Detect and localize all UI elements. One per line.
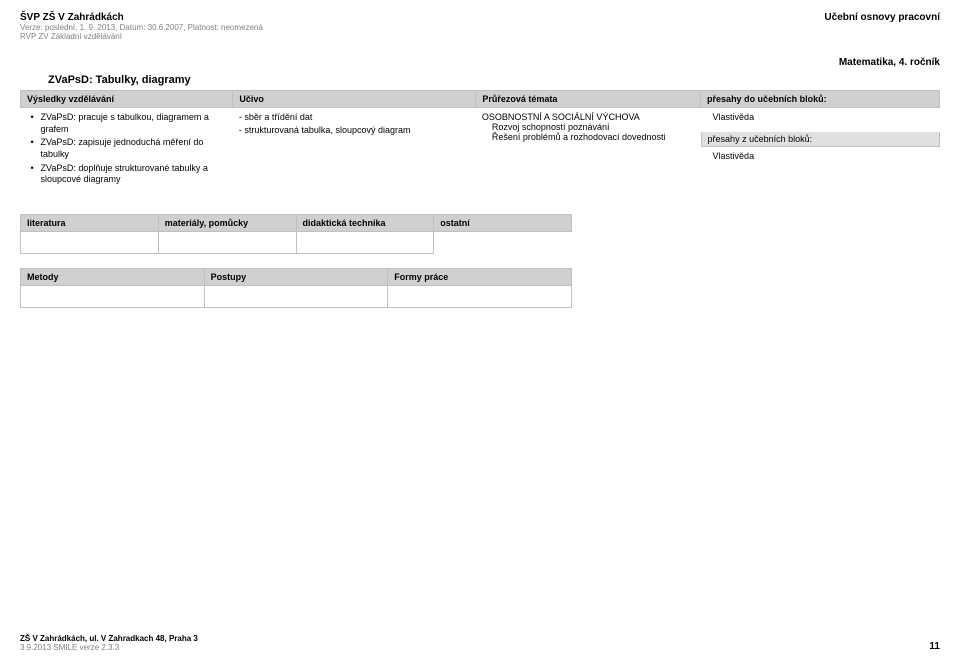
doc-title: ŠVP ZŠ V Zahrádkách — [20, 12, 263, 23]
right-col-stack: Vlastivěda přesahy z učebních bloků: Vla… — [701, 108, 940, 171]
ucivo-list: - sběr a třídění dat - strukturovaná tab… — [239, 112, 470, 136]
outcomes-cell: ZVaPsD: pracuje s tabulkou, diagramem a … — [21, 108, 233, 193]
res-cell — [21, 232, 159, 254]
cross-l2: Rozvoj schopností poznávání — [482, 122, 695, 132]
doc-version: Verze: poslední, 1. 9. 2013, Datum: 30.6… — [20, 23, 263, 32]
page-header: ŠVP ZŠ V Zahrádkách Verze: poslední, 1. … — [20, 12, 940, 41]
res-cell — [158, 232, 296, 254]
page-number: 11 — [929, 641, 940, 652]
footer-address: ZŠ V Zahrádkách, ul. V Zahradkach 48, Pr… — [20, 634, 940, 643]
meth-cell — [388, 286, 572, 308]
col-header-ucivo: Učivo — [233, 91, 476, 108]
page-footer: ZŠ V Zahrádkách, ul. V Zahradkach 48, Pr… — [20, 634, 940, 652]
header-left: ŠVP ZŠ V Zahrádkách Verze: poslední, 1. … — [20, 12, 263, 41]
ucivo-cell: - sběr a třídění dat - strukturovaná tab… — [233, 108, 476, 193]
list-item: ZVaPsD: zapisuje jednoduchá měření do ta… — [31, 137, 227, 160]
meth-h3: Formy práce — [388, 269, 572, 286]
res-cell — [434, 232, 572, 254]
col-header-outcomes: Výsledky vzdělávání — [21, 91, 233, 108]
right-body2: Vlastivěda — [701, 147, 940, 171]
cross-cell: OSOBNOSTNÍ A SOCIÁLNÍ VÝCHOVA Rozvoj sch… — [476, 108, 701, 193]
right-col-cell: Vlastivěda přesahy z učebních bloků: Vla… — [701, 108, 940, 193]
res-h1: literatura — [21, 215, 159, 232]
main-table: Výsledky vzdělávání Učivo Průřezová téma… — [20, 90, 940, 192]
list-item: - sběr a třídění dat — [239, 112, 470, 124]
cross-l1: OSOBNOSTNÍ A SOCIÁLNÍ VÝCHOVA — [482, 112, 695, 122]
right-head2: přesahy z učebních bloků: — [701, 132, 940, 147]
col-header-right: přesahy do učebních bloků: — [701, 91, 940, 108]
list-item: - strukturovaná tabulka, sloupcový diagr… — [239, 125, 470, 137]
subject-line: Matematika, 4. ročník — [20, 57, 940, 68]
table-row — [21, 232, 572, 254]
col-header-cross: Průřezová témata — [476, 91, 701, 108]
res-h3: didaktická technika — [296, 215, 434, 232]
right-body1: Vlastivěda — [701, 108, 940, 132]
list-item: ZVaPsD: pracuje s tabulkou, diagramem a … — [31, 112, 227, 135]
doc-rvp: RVP ZV Základní vzdělávání — [20, 32, 263, 41]
methods-table: Metody Postupy Formy práce — [20, 268, 572, 308]
res-h2: materiály, pomůcky — [158, 215, 296, 232]
res-cell — [296, 232, 434, 254]
outcomes-list: ZVaPsD: pracuje s tabulkou, diagramem a … — [27, 112, 227, 186]
list-item: ZVaPsD: doplňuje strukturované tabulky a… — [31, 163, 227, 186]
meth-h1: Metody — [21, 269, 205, 286]
resources-table: literatura materiály, pomůcky didaktická… — [20, 214, 572, 254]
table-row — [21, 286, 572, 308]
header-right: Učební osnovy pracovní — [824, 12, 940, 23]
cross-l3: Řešení problémů a rozhodovací dovednosti — [482, 132, 695, 142]
doc-right-title: Učební osnovy pracovní — [824, 12, 940, 23]
meth-cell — [204, 286, 388, 308]
meth-h2: Postupy — [204, 269, 388, 286]
section-title: ZVaPsD: Tabulky, diagramy — [48, 74, 940, 86]
res-h4: ostatní — [434, 215, 572, 232]
footer-generated: 3.9.2013 SMILE verze 2.3.3 — [20, 643, 940, 652]
meth-cell — [21, 286, 205, 308]
